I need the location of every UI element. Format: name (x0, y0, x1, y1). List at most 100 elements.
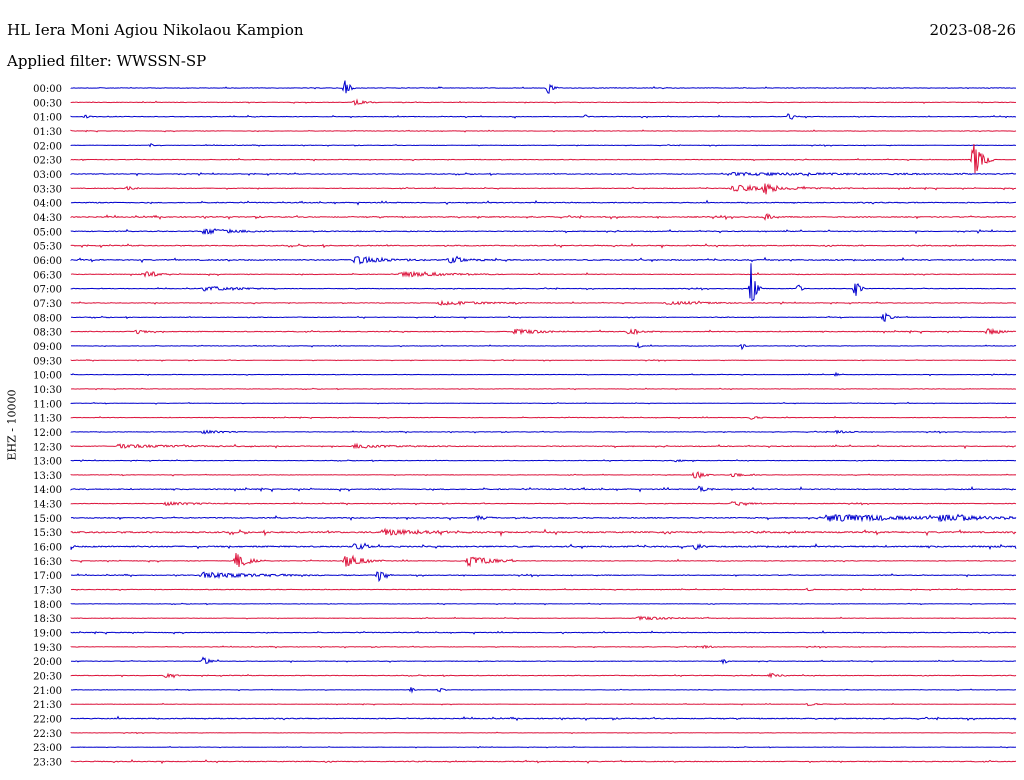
seismic-trace-1000 (70, 371, 1017, 377)
row-time-label: 09:00 (33, 342, 62, 353)
row-time-label: 16:30 (33, 557, 62, 568)
row-time-label: 22:30 (33, 729, 62, 740)
row-time-label: 10:00 (33, 371, 62, 382)
seismic-trace-1400 (70, 485, 1017, 493)
row-time-label: 07:30 (33, 299, 62, 310)
row-time-label: 14:00 (33, 485, 62, 496)
row-time-label: 03:00 (33, 170, 62, 181)
seismic-trace-0030 (70, 98, 1017, 106)
row-time-label: 15:00 (33, 514, 62, 525)
seismic-trace-0530 (70, 242, 1017, 249)
row-time-label: 18:30 (33, 614, 62, 625)
seismic-trace-0130 (70, 129, 1017, 133)
row-time-label: 05:30 (33, 242, 62, 253)
row-time-label: 13:30 (33, 471, 62, 482)
row-time-label: 00:00 (33, 84, 62, 95)
row-time-label: 18:00 (33, 600, 62, 611)
row-time-label: 05:00 (33, 227, 62, 238)
row-time-label: 17:00 (33, 571, 62, 582)
row-time-label: 22:00 (33, 715, 62, 726)
row-time-label: 02:30 (33, 156, 62, 167)
seismic-trace-1330 (70, 471, 1017, 479)
row-time-label: 04:30 (33, 213, 62, 224)
seismic-trace-1930 (70, 644, 1017, 650)
row-time-label: 11:00 (33, 399, 62, 410)
row-time-label: 09:30 (33, 356, 62, 367)
row-time-label: 01:00 (33, 113, 62, 124)
row-time-label: 16:00 (33, 543, 62, 554)
row-time-label: 14:30 (33, 500, 62, 511)
row-time-label: 07:00 (33, 285, 62, 296)
seismic-trace-1700 (70, 571, 1016, 583)
seismic-trace-2000 (71, 656, 1016, 665)
seismic-trace-0830 (70, 327, 1017, 336)
seismic-trace-1530 (70, 527, 1017, 538)
seismic-trace-2300 (70, 746, 1017, 749)
date-label: 2023-08-26 (929, 21, 1016, 39)
seismic-trace-1900 (70, 630, 1017, 635)
row-time-label: 00:30 (33, 98, 62, 109)
seismic-trace-0700 (70, 263, 1017, 301)
seismic-trace-0430 (70, 213, 1016, 221)
row-time-label: 12:00 (33, 428, 62, 439)
filter-label: Applied filter: WWSSN-SP (7, 52, 207, 70)
seismic-trace-0600 (70, 255, 1017, 265)
seismic-trace-0930 (70, 359, 1017, 362)
seismic-trace-0400 (70, 199, 1017, 206)
row-time-label: 11:30 (33, 414, 62, 425)
seismic-trace-1230 (70, 442, 1016, 450)
seismic-trace-1300 (70, 459, 1017, 463)
row-time-label: 03:30 (33, 184, 62, 195)
row-time-label: 06:30 (33, 270, 62, 281)
seismic-trace-0000 (70, 80, 1016, 94)
seismic-trace-0200 (70, 142, 1017, 148)
seismic-trace-0300 (70, 171, 1016, 177)
seismic-trace-0900 (70, 341, 1017, 351)
seismic-trace-0630 (70, 270, 1017, 278)
row-time-label: 15:30 (33, 528, 62, 539)
row-time-label: 13:00 (33, 457, 62, 468)
seismic-trace-1800 (70, 602, 1017, 606)
row-time-label: 17:30 (33, 586, 62, 597)
seismic-trace-1730 (70, 587, 1017, 592)
row-time-label: 21:30 (33, 700, 62, 711)
row-time-label: 23:30 (33, 758, 62, 769)
seismic-trace-2200 (70, 715, 1017, 722)
row-time-label: 19:00 (33, 629, 62, 640)
seismic-trace-2130 (70, 702, 1017, 707)
seismic-trace-1830 (70, 615, 1017, 621)
seismic-trace-0230 (70, 144, 1017, 174)
seismic-trace-1430 (70, 500, 1017, 507)
seismic-trace-1030 (70, 387, 1017, 391)
row-time-label: 20:30 (33, 672, 62, 683)
seismic-trace-1200 (70, 429, 1017, 435)
row-time-label: 06:00 (33, 256, 62, 267)
row-time-label: 20:00 (33, 657, 62, 668)
row-time-label: 12:30 (33, 442, 62, 453)
seismic-trace-0500 (70, 228, 1017, 236)
row-time-label: 08:30 (33, 328, 62, 339)
seismic-trace-0730 (70, 299, 1017, 306)
row-time-label: 21:00 (33, 686, 62, 697)
seismic-trace-0100 (70, 113, 1016, 120)
row-time-label: 08:00 (33, 313, 62, 324)
seismic-trace-2030 (70, 672, 1017, 679)
seismic-trace-2100 (70, 687, 1016, 694)
seismic-trace-1100 (70, 401, 1017, 405)
seismic-trace-1500 (70, 513, 1017, 523)
seismic-trace-1130 (70, 415, 1017, 420)
seismic-trace-0330 (70, 183, 1017, 195)
station-title: HL Iera Moni Agiou Nikolaou Kampion (7, 21, 304, 39)
row-time-label: 01:30 (33, 127, 62, 138)
seismic-trace-2230 (70, 731, 1016, 735)
seismic-trace-1630 (70, 552, 1017, 568)
seismic-trace-2330 (70, 759, 1017, 765)
row-time-label: 04:00 (33, 199, 62, 210)
row-time-label: 23:00 (33, 743, 62, 754)
row-time-label: 02:00 (33, 141, 62, 152)
row-time-label: 19:30 (33, 643, 62, 654)
row-time-label: 10:30 (33, 385, 62, 396)
seismic-trace-0800 (70, 312, 1017, 322)
seismic-trace-1600 (70, 542, 1017, 551)
